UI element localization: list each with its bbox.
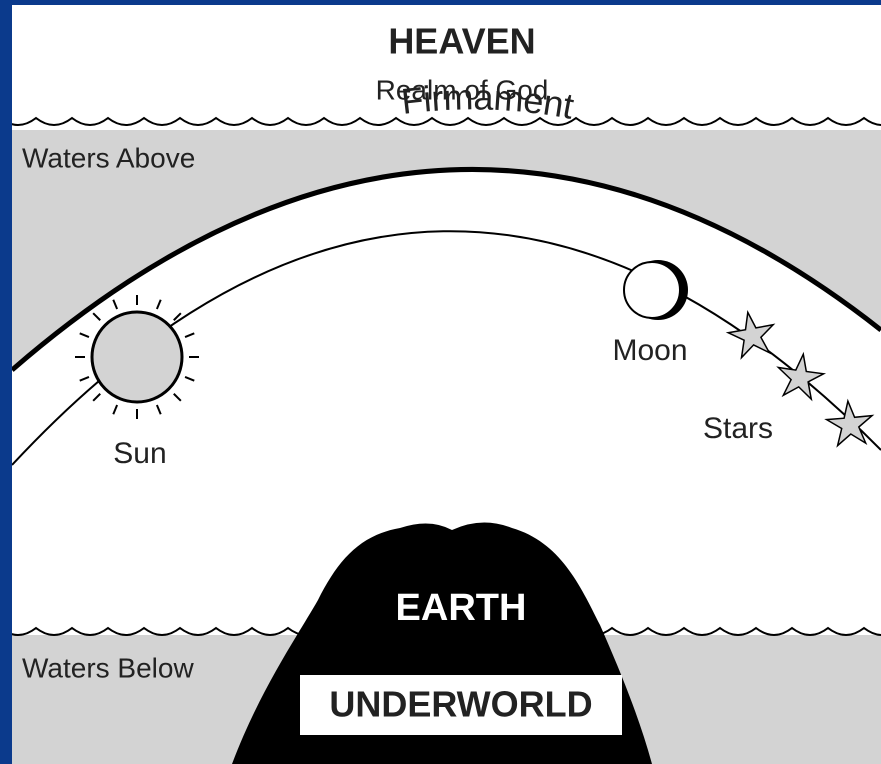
heaven-title: HEAVEN [388, 21, 535, 62]
waters-above-label: Waters Above [22, 142, 195, 173]
moon-label: Moon [612, 334, 687, 367]
diagram: HEAVEN Realm of God Waters Above Firmame… [0, 0, 881, 764]
stars-label: Stars [703, 412, 773, 445]
scene: HEAVEN Realm of God Waters Above Firmame… [0, 5, 881, 764]
earth-label: EARTH [396, 587, 527, 629]
underworld-label: UNDERWORLD [329, 684, 592, 725]
moon [624, 262, 680, 318]
waters-below-label: Waters Below [22, 652, 194, 683]
sun [92, 312, 182, 402]
page: {"heaven": {"title": "HEAVEN", "subtitle… [0, 0, 881, 764]
sun-label: Sun [113, 437, 166, 470]
